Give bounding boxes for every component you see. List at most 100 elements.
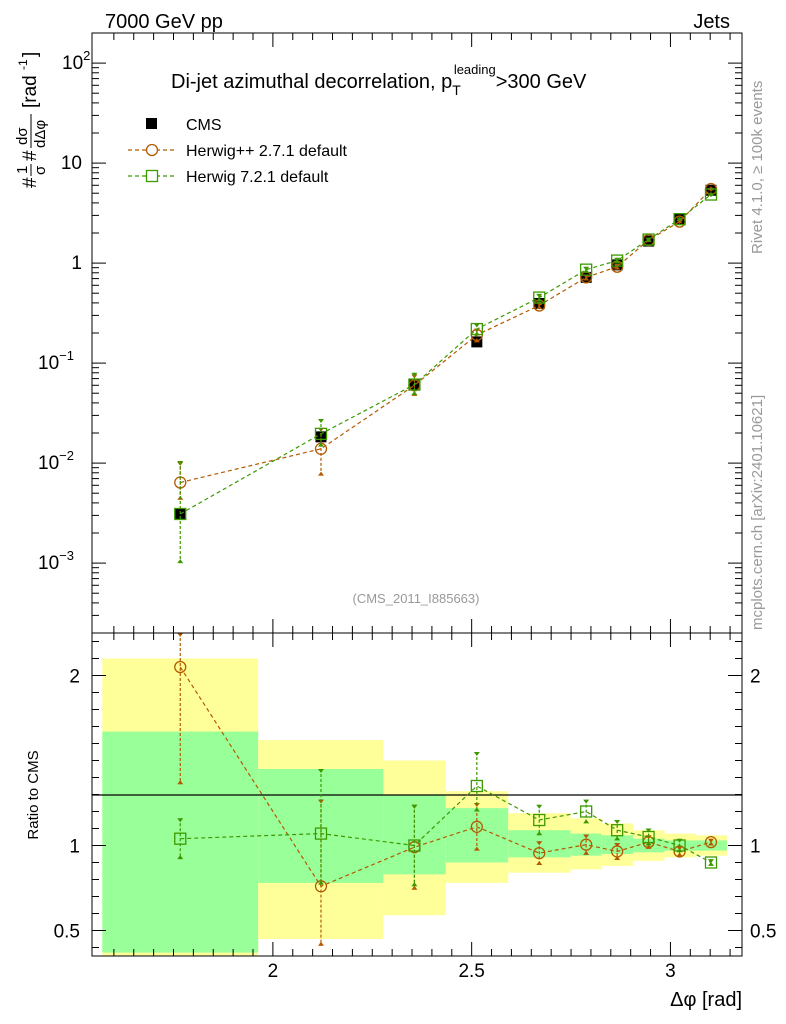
ratio-errorcap-hpp (583, 834, 590, 839)
ratio-point-hpp (174, 660, 187, 674)
main-y-tick-label-base: 10 (38, 353, 59, 374)
ratio-errorcap-hpp (536, 861, 543, 866)
ratio-errorcap-h7 (411, 804, 418, 809)
ratio-errorcap-h7 (645, 828, 652, 833)
legend-label-hpp: Herwig++ 2.7.1 default (186, 143, 348, 160)
main-point-h7 (533, 291, 546, 304)
plot-title-sub: T (452, 82, 461, 98)
plot-title-tail: >300 GeV (496, 71, 587, 93)
rivet-label: Rivet 4.1.0, ≥ 100k events (749, 81, 766, 254)
mcplots-label: mcplots.cern.ch [arXiv:2401.10621] (749, 395, 766, 630)
main-y-tick-label: 102 (62, 48, 90, 74)
energy-label: 7000 GeV pp (105, 11, 223, 33)
ratio-errorcap-h7 (473, 807, 480, 812)
main-errorcap-h7 (317, 419, 324, 424)
main-y-tick-label-base: 10 (62, 53, 83, 74)
main-errorcap-h7 (411, 372, 418, 377)
main-errorcap-h7 (536, 297, 543, 302)
ratio-point-h7 (580, 805, 593, 818)
ratio-ylabel: Ratio to CMS (25, 750, 42, 839)
x-axis-label: Δφ [rad] (670, 989, 742, 1011)
ratio-errorcap-h7 (614, 820, 621, 824)
ratio-y-tick-label-left: 1 (69, 837, 80, 858)
main-point-h7 (611, 254, 624, 267)
main-ylabel-num2: dσ (14, 127, 31, 145)
main-ylabel-den1: σ (32, 165, 49, 175)
main-ylabel-unit: [rad (20, 75, 41, 108)
main-y-tick-label: 10−3 (38, 548, 74, 574)
ratio-y-tick-label-right: 1 (750, 837, 761, 858)
ratio-y-tick-label-left: 2 (69, 667, 80, 688)
ratio-point-h7 (533, 813, 546, 827)
main-point-h7 (408, 378, 421, 391)
ratio-point-h7 (470, 779, 483, 793)
main-errorcap-hpp (583, 276, 590, 281)
main-errorcap-h7 (536, 293, 543, 298)
ratio-errorcap-h7 (583, 799, 590, 804)
ratio-point-h7 (673, 839, 686, 852)
legend: CMS Herwig++ 2.7.1 default Herwig 7.2.1 … (128, 117, 348, 186)
ratio-errorcap-hpp (707, 838, 714, 843)
ratio-errorcap-h7 (473, 752, 480, 756)
x-tick-label: 2 (268, 961, 279, 982)
legend-label-h7: Herwig 7.2.1 default (186, 169, 329, 186)
ratio-point-h7 (642, 830, 655, 844)
ratio-errorcap-hpp (614, 842, 621, 847)
main-y-tick-label-exp: −3 (59, 548, 74, 563)
ratio-point-hpp (580, 838, 593, 851)
ratio-point-hpp (470, 820, 483, 833)
ratio-errorcap-hpp (614, 855, 621, 860)
main-ylabel-num1: 1 (14, 166, 31, 174)
main-panel-series (174, 182, 718, 564)
main-errorcap-h7 (676, 216, 683, 221)
main-errorcap-h7 (645, 237, 652, 242)
main-y-tick-label-base: 10 (38, 453, 59, 474)
ratio-errorcap-hpp (411, 885, 418, 890)
reference-label: (CMS_2011_I885663) (353, 591, 480, 606)
ratio-panel-series (174, 633, 718, 946)
ratio-point-h7 (611, 824, 624, 837)
main-y-tick-label: 10−1 (38, 348, 74, 374)
ratio-errorcap-h7 (583, 819, 590, 824)
ratio-errorcap-hpp (583, 850, 590, 855)
main-y-tick-label: 1 (71, 253, 82, 274)
main-point-h7 (580, 263, 593, 276)
ratio-errorcap-hpp (473, 846, 480, 851)
ratio-y-tick-label-right: 0.5 (750, 922, 776, 943)
plot-title: Di-jet azimuthal decorrelation, pTleadin… (171, 62, 587, 98)
ratio-errorcap-h7 (177, 818, 184, 823)
main-errorcap-h7 (583, 266, 590, 271)
main-y-tick-label-exp: −2 (59, 448, 74, 463)
main-y-tick-label: 10 (61, 153, 82, 174)
legend-marker-hpp (145, 143, 159, 157)
main-errorcap-h7 (583, 268, 590, 273)
main-errorcap-hpp (614, 265, 621, 270)
ratio-errorcap-hpp (536, 841, 543, 846)
ratio-errorcap-hpp (707, 841, 714, 846)
ratio-panel-ticks: 2 2.5 3 0.5 0.5 1 1 2 2 (54, 633, 776, 982)
main-point-h7 (470, 322, 483, 336)
ratio-point-hpp (611, 845, 624, 858)
main-point-h7 (642, 233, 655, 246)
main-errorcap-h7 (473, 323, 480, 328)
ratio-errorcap-h7 (707, 861, 714, 866)
ratio-errorcap-h7 (411, 882, 418, 887)
ratio-errorcap-h7 (317, 880, 324, 885)
main-y-tick-label-base: 10 (61, 153, 82, 174)
main-y-tick-label-exp: −1 (59, 348, 74, 363)
main-ylabel-hash1: # (20, 177, 41, 188)
main-y-tick-label: 10−2 (38, 448, 74, 474)
ratio-line-hpp (179, 666, 712, 888)
main-ylabel-den2: dΔφ (32, 120, 49, 148)
main-line-hpp (180, 188, 712, 484)
ratio-errorcap-h7 (707, 859, 714, 864)
main-errorcap-h7 (614, 259, 621, 264)
ratio-errorcap-hpp (177, 633, 184, 637)
main-errorcap-hpp (317, 471, 324, 476)
main-point-h7 (704, 188, 718, 201)
main-y-tick-label-base: 1 (71, 253, 82, 274)
main-point-h7 (174, 507, 187, 521)
ratio-point-h7 (314, 827, 328, 840)
